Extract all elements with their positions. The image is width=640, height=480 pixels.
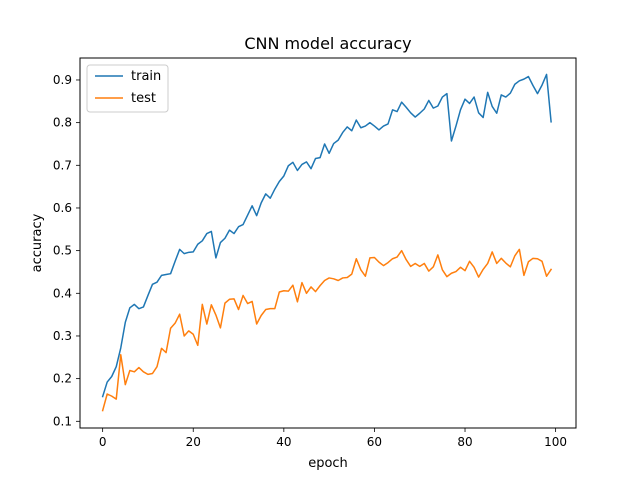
legend-label-test: test [131,91,156,106]
x-axis-ticks: 0 20 40 60 80 100 [99,428,567,449]
plot-lines [101,73,553,412]
x-tick-label: 40 [276,435,291,449]
y-tick-label: 0.4 [53,286,72,300]
x-tick-label: 100 [544,435,567,449]
y-tick-label: 0.2 [53,372,72,386]
y-tick-label: 0.3 [53,329,72,343]
y-tick-label: 0.6 [53,201,72,215]
chart-title: CNN model accuracy [244,34,411,53]
series-line-test [101,248,553,412]
series-line-train [101,73,552,398]
legend: train test [86,64,169,113]
y-tick-label: 0.7 [53,158,72,172]
legend-label-train: train [131,69,161,84]
y-axis-ticks: 0.1 0.2 0.3 0.4 0.5 0.6 0.7 0.8 0.9 [53,73,80,428]
y-tick-label: 0.5 [53,244,72,258]
x-axis-label: epoch [308,456,348,471]
y-axis-label: accuracy [30,213,45,272]
y-tick-label: 0.8 [53,116,72,130]
x-tick-label: 0 [99,435,107,449]
x-tick-label: 80 [457,435,472,449]
y-tick-label: 0.9 [53,73,72,87]
x-tick-label: 20 [186,435,201,449]
y-tick-label: 0.1 [53,414,72,428]
x-tick-label: 60 [367,435,382,449]
plot-area-frame [79,57,577,429]
